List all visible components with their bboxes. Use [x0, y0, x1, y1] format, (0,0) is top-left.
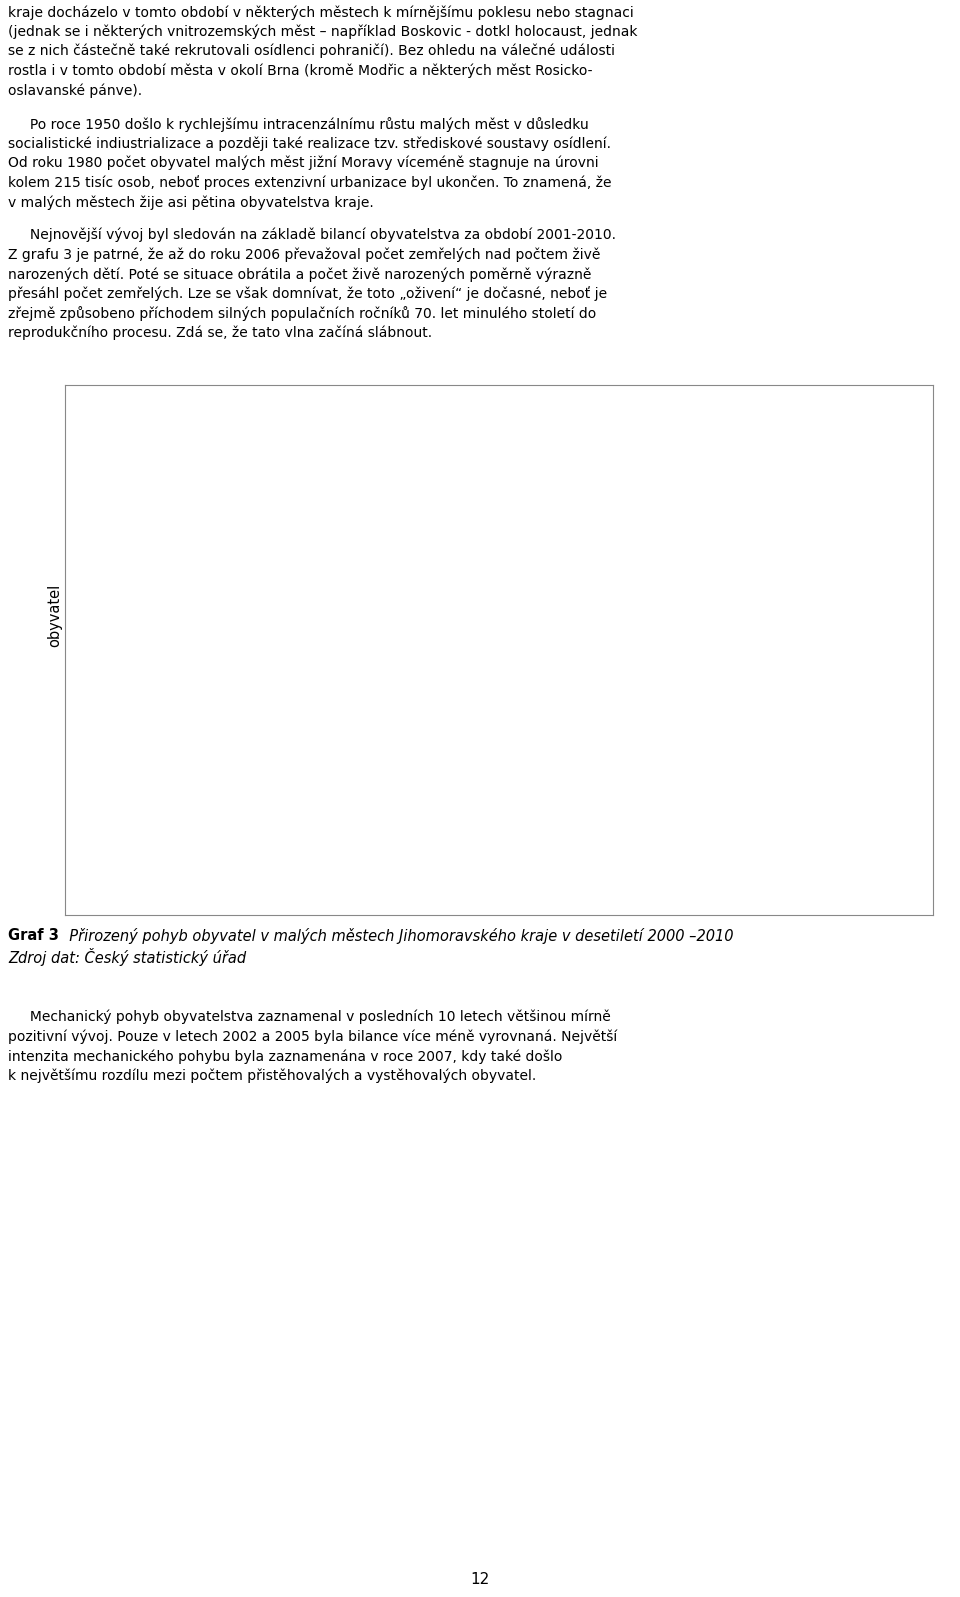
Text: 12: 12 [470, 1571, 490, 1587]
Text: (jednak se i některých vnitrozemských měst – například Boskovic - dotkl holocaus: (jednak se i některých vnitrozemských mě… [8, 24, 637, 38]
Text: rostla i v tomto období města v okolí Brna (kromě Modřic a některých měst Rosick: rostla i v tomto období města v okolí Br… [8, 64, 592, 78]
Text: intenzita mechanického pohybu byla zaznamenána v roce 2007, kdy také došlo: intenzita mechanického pohybu byla zazna… [8, 1049, 563, 1064]
Text: reprodukčního procesu. Zdá se, že tato vlna začíná slábnout.: reprodukčního procesu. Zdá se, že tato v… [8, 326, 432, 340]
Text: kolem 215 tisíc osob, neboť proces extenzivní urbanizace byl ukončen. To znamená: kolem 215 tisíc osob, neboť proces exten… [8, 176, 612, 190]
Text: pozitivní vývoj. Pouze v letech 2002 a 2005 byla bilance více méně vyrovnaná. Ne: pozitivní vývoj. Pouze v letech 2002 a 2… [8, 1030, 617, 1044]
Y-axis label: obyvatel: obyvatel [47, 583, 61, 647]
Text: Nejnovější vývoj byl sledován na základě bilancí obyvatelstva za období 2001-201: Nejnovější vývoj byl sledován na základě… [8, 228, 616, 243]
Text: přesáhl počet zemřelých. Lze se však domnívat, že toto „oživení“ je dočasné, neb: přesáhl počet zemřelých. Lze se však dom… [8, 286, 607, 302]
X-axis label: rok: rok [505, 862, 528, 877]
Text: Graf 3: Graf 3 [8, 928, 59, 942]
Text: zřejmě způsobeno příchodem silných populačních ročníků 70. let minulého století : zřejmě způsobeno příchodem silných popul… [8, 307, 596, 321]
Text: Mechanický pohyb obyvatelstva zaznamenal v posledních 10 letech většinou mírně: Mechanický pohyb obyvatelstva zaznamenal… [8, 1009, 611, 1025]
Text: v malých městech žije asi pětina obyvatelstva kraje.: v malých městech žije asi pětina obyvate… [8, 195, 373, 209]
Legend: počet narozených, počet zemřelých: počet narozených, počet zemřelých [339, 882, 694, 907]
Text: narozených dětí. Poté se situace obrátila a počet živě narozených poměrně výrazn: narozených dětí. Poté se situace obrátil… [8, 267, 591, 281]
Text: se z nich částečně také rekrutovali osídlenci pohraničí). Bez ohledu na válečné : se z nich částečně také rekrutovali osíd… [8, 45, 615, 59]
Text: oslavanské pánve).: oslavanské pánve). [8, 83, 142, 97]
Text: Z grafu 3 je patrné, že až do roku 2006 převažoval počet zemřelých nad počtem ži: Z grafu 3 je patrné, že až do roku 2006 … [8, 248, 600, 262]
Text: Přirozený pohyb obyvatel v malých městech Jihomoravského kraje v desetiletí 2000: Přirozený pohyb obyvatel v malých městec… [60, 928, 733, 944]
Text: kraje docházelo v tomto období v některých městech k mírnějšímu poklesu nebo sta: kraje docházelo v tomto období v některý… [8, 5, 634, 19]
Text: Zdroj dat: Český statistický úřad: Zdroj dat: Český statistický úřad [8, 947, 246, 966]
Text: Od roku 1980 počet obyvatel malých měst jižní Moravy víceméně stagnuje na úrovni: Od roku 1980 počet obyvatel malých měst … [8, 157, 599, 171]
Text: Po roce 1950 došlo k rychlejšímu intracenzálnímu růstu malých měst v důsledku: Po roce 1950 došlo k rychlejšímu intrace… [8, 117, 588, 133]
Text: k největšímu rozdílu mezi počtem přistěhovalých a vystěhovalých obyvatel.: k největšímu rozdílu mezi počtem přistěh… [8, 1068, 537, 1083]
Text: socialistické indiustrializace a později také realizace tzv. střediskové soustav: socialistické indiustrializace a později… [8, 136, 611, 152]
